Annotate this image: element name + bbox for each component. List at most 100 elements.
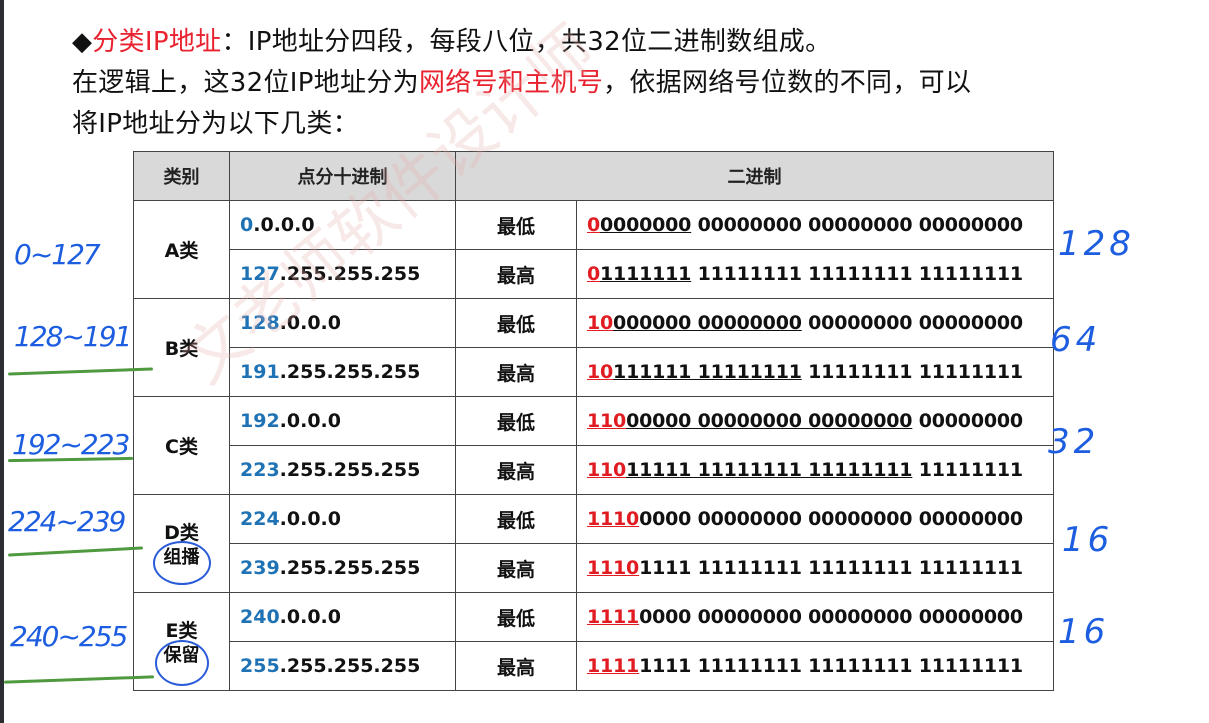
annotation-right-d: 16 <box>1062 520 1114 560</box>
network-bits: 11111 11111111 11111111 <box>626 459 913 481</box>
level-cell: 最高 <box>455 249 577 299</box>
class-label: C类 <box>165 436 198 458</box>
class-label: E类 <box>165 620 198 642</box>
network-prefix-bits: 1110 <box>587 508 640 530</box>
level-cell: 最低 <box>455 494 577 544</box>
first-octet: 240 <box>240 606 280 628</box>
class-cell: A类 <box>133 200 230 299</box>
level-cell: 最低 <box>455 396 577 446</box>
table-header-row: 类别 点分十进制 二进制 <box>133 151 1054 201</box>
annotation-left-b: 128~191 <box>14 320 132 353</box>
header-class: 类别 <box>133 151 230 201</box>
table-row: B类 128.0.0.0 最低 10000000 00000000 00000000 … <box>133 298 1054 397</box>
network-prefix-bits: 1111 <box>587 606 640 628</box>
binary-cell: 10000000 00000000 00000000 00000000 <box>576 298 1054 348</box>
ip-class-table: 类别 点分十进制 二进制 A类 0.0.0.0 最低 00000000 0000000… <box>133 151 1054 691</box>
host-bits: 0000 00000000 00000000 00000000 <box>639 606 1023 628</box>
table-row: C类 192.0.0.0 最低 11000000 00000000 00000000 … <box>133 396 1054 495</box>
binary-cell: 00000000 00000000 00000000 00000000 <box>576 200 1054 250</box>
level-cell: 最高 <box>455 543 577 593</box>
green-underline-1 <box>7 367 154 376</box>
network-prefix-bits: 10 <box>587 312 614 334</box>
bullet-icon: ◆ <box>72 27 93 57</box>
binary-cell: 11000000 00000000 00000000 00000000 <box>576 396 1054 446</box>
circle-reserved <box>155 640 209 686</box>
first-octet: 224 <box>240 508 280 530</box>
intro-term: 分类IP地址 <box>92 27 222 57</box>
intro-line2-highlight: 网络号和主机号 <box>418 68 604 98</box>
dotted-decimal-cell: 239.255.255.255 <box>229 543 456 593</box>
header-dotted: 点分十进制 <box>229 151 456 201</box>
network-prefix-bits: 110 <box>587 410 627 432</box>
network-prefix-bits: 1110 <box>587 557 640 579</box>
binary-cell: 11101111 11111111 11111111 11111111 <box>576 543 1054 593</box>
remaining-octets: .255.255.255 <box>279 361 421 383</box>
class-label: D类 <box>164 522 199 544</box>
green-underline-3 <box>8 546 143 557</box>
table-row: 255.255.255.255 最高 11111111 11111111 11111… <box>134 641 1054 691</box>
intro-text: ◆分类IP地址：IP地址分四段，每段八位，共32位二进制数组成。 在逻辑上，这3… <box>72 22 1207 145</box>
first-octet: 128 <box>240 312 280 334</box>
host-bits: 00000000 00000000 00000000 <box>691 214 1024 236</box>
dotted-decimal-cell: 255.255.255.255 <box>229 641 456 691</box>
intro-line2-pre: 在逻辑上，这32位IP地址分为 <box>72 68 419 98</box>
annotation-right-b: 64 <box>1050 320 1102 360</box>
class-cell: B类 <box>133 298 230 397</box>
remaining-octets: .0.0.0 <box>279 606 341 628</box>
table-row: 127.255.255.255 最高 01111111 11111111 11111… <box>134 249 1054 299</box>
first-octet: 255 <box>240 655 280 677</box>
remaining-octets: .0.0.0 <box>279 410 341 432</box>
network-bits: 0000000 <box>600 214 692 236</box>
network-prefix-bits: 110 <box>587 459 627 481</box>
table-row: E类 保留 240.0.0.0 最低 11110000 00000000 0000000… <box>133 592 1054 691</box>
binary-cell: 01111111 11111111 11111111 11111111 <box>576 249 1054 299</box>
annotation-right-e: 16 <box>1058 612 1110 652</box>
intro-line1-rest: ：IP地址分四段，每段八位，共32位二进制数组成。 <box>221 27 832 57</box>
intro-line-2: 在逻辑上，这32位IP地址分为网络号和主机号，依据网络号位数的不同，可以 <box>72 63 1207 104</box>
binary-cell: 11100000 00000000 00000000 00000000 <box>576 494 1054 544</box>
host-bits: 0000 00000000 00000000 00000000 <box>639 508 1023 530</box>
first-octet: 127 <box>240 263 280 285</box>
annotation-left-c: 192~223 <box>12 428 130 461</box>
dotted-decimal-cell: 224.0.0.0 <box>229 494 456 544</box>
binary-cell: 11011111 11111111 11111111 11111111 <box>576 445 1054 495</box>
binary-cell: 11111111 11111111 11111111 11111111 <box>576 641 1054 691</box>
level-cell: 最低 <box>455 298 577 348</box>
remaining-octets: .255.255.255 <box>279 459 421 481</box>
dotted-decimal-cell: 240.0.0.0 <box>229 592 456 642</box>
host-bits: 1111 11111111 11111111 11111111 <box>639 557 1023 579</box>
table-row: A类 0.0.0.0 最低 00000000 00000000 00000000 00… <box>133 200 1054 299</box>
binary-cell: 10111111 11111111 11111111 11111111 <box>576 347 1054 397</box>
network-bits: 000000 00000000 <box>613 312 802 334</box>
network-prefix-bits: 10 <box>587 361 614 383</box>
table-row: 239.255.255.255 最高 11101111 11111111 11111… <box>134 543 1054 593</box>
first-octet: 191 <box>240 361 280 383</box>
class-cell: C类 <box>133 396 230 495</box>
table-row: D类 组播 224.0.0.0 最低 11100000 00000000 0000000… <box>133 494 1054 593</box>
host-bits: 11111111 11111111 <box>801 361 1023 383</box>
remaining-octets: .0.0.0 <box>279 508 341 530</box>
table-body: A类 0.0.0.0 最低 00000000 00000000 00000000 00… <box>133 200 1054 691</box>
network-prefix-bits: 0 <box>587 263 601 285</box>
network-bits: 00000 00000000 00000000 <box>626 410 913 432</box>
dotted-decimal-cell: 192.0.0.0 <box>229 396 456 446</box>
host-bits: 11111111 11111111 11111111 <box>691 263 1024 285</box>
level-cell: 最高 <box>455 641 577 691</box>
host-bits: 11111111 <box>912 459 1023 481</box>
circle-multicast <box>153 541 211 585</box>
header-binary: 二进制 <box>455 151 1054 201</box>
class-label: A类 <box>164 240 199 262</box>
table-row: 223.255.255.255 最高 11011111 11111111 11111… <box>134 445 1054 495</box>
dotted-decimal-cell: 128.0.0.0 <box>229 298 456 348</box>
annotation-left-d: 224~239 <box>8 505 126 538</box>
level-cell: 最高 <box>455 347 577 397</box>
network-prefix-bits: 0 <box>587 214 601 236</box>
left-window-edge <box>0 0 4 723</box>
level-cell: 最高 <box>455 445 577 495</box>
annotation-right-a: 128 <box>1058 224 1135 264</box>
dotted-decimal-cell: 0.0.0.0 <box>229 200 456 250</box>
network-bits: 1111111 <box>600 263 692 285</box>
table-row: 191.255.255.255 最高 10111111 11111111 11111… <box>134 347 1054 397</box>
level-cell: 最低 <box>455 200 577 250</box>
class-label: B类 <box>164 338 199 360</box>
